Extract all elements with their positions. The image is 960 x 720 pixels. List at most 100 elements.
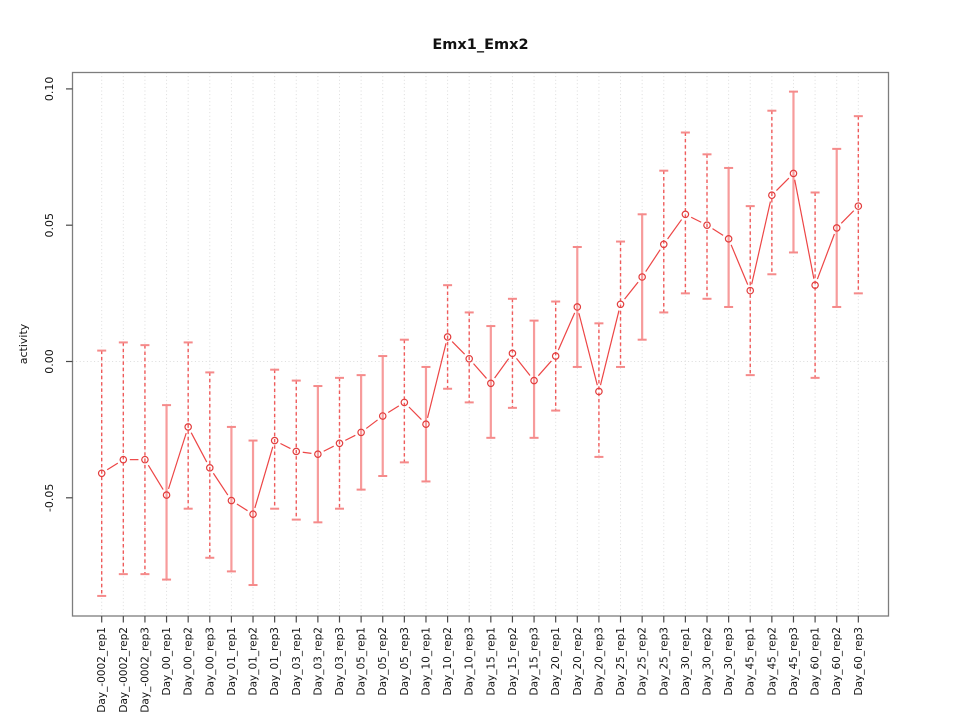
series-segment [776, 177, 790, 192]
series-segment [451, 341, 466, 355]
data-point [184, 423, 192, 431]
x-tick-label: Day_10_rep3 [464, 627, 476, 696]
x-tick-label: Day_15_rep3 [529, 627, 541, 696]
series-segment [345, 434, 356, 441]
series-segment [408, 406, 422, 421]
series-segment [667, 219, 683, 240]
data-point [443, 333, 452, 341]
data-point [292, 447, 301, 456]
x-axis: Day_-0002_rep1 Day_-0002_rep2 Day_-0002_re… [96, 616, 865, 713]
data-point [249, 510, 257, 518]
data-point [616, 300, 625, 309]
data-point [811, 281, 819, 289]
data-point [573, 303, 582, 311]
x-tick-label: Day_20_rep1 [550, 627, 562, 696]
data-point [422, 420, 430, 428]
x-tick-label: Day_-0002_rep1 [96, 627, 108, 713]
series-segment [645, 249, 661, 272]
data-point [595, 387, 603, 396]
x-tick-label: Day_01_rep1 [226, 627, 238, 696]
series-segment [516, 358, 531, 376]
data-point [789, 169, 798, 178]
series-segment [494, 358, 510, 379]
series-segment [690, 216, 702, 223]
series-segment [212, 472, 229, 496]
gridlines [72, 72, 889, 616]
x-tick-label: Day_15_rep1 [485, 627, 497, 696]
x-tick-label: Day_-0002_rep2 [118, 627, 130, 713]
series-segment [816, 233, 835, 280]
series-segment [365, 419, 378, 429]
data-points [97, 169, 863, 518]
series-segment [537, 360, 552, 377]
y-axis: 0.10 0.05 0.00 -0.05 [43, 77, 73, 512]
x-tick-label: Day_30_rep1 [680, 627, 692, 696]
x-tick-label: Day_-0002_rep3 [139, 627, 151, 713]
x-tick-label: Day_45_rep3 [788, 627, 800, 696]
plot-border [71, 71, 890, 617]
series-segment [578, 313, 598, 386]
x-tick-label: Day_30_rep3 [723, 627, 735, 696]
x-tick-label: Day_15_rep2 [507, 627, 519, 696]
data-point [227, 496, 236, 505]
x-tick-label: Day_05_rep1 [356, 627, 368, 696]
series-segment [473, 363, 487, 379]
series-segment [147, 464, 164, 490]
x-tick-label: Day_25_rep2 [637, 627, 649, 696]
x-tick-label: Day_03_rep1 [291, 627, 303, 696]
data-point [205, 464, 214, 472]
data-point [270, 436, 279, 445]
series-segment [323, 445, 334, 452]
x-tick-label: Day_00_rep3 [204, 627, 216, 696]
x-tick-label: Day_03_rep2 [312, 627, 324, 696]
data-point [335, 439, 344, 448]
series-line [106, 177, 855, 512]
y-axis-label: activity [17, 323, 30, 364]
series-segment [840, 210, 855, 224]
series-segment [794, 179, 815, 279]
x-tick-label: Day_45_rep2 [766, 627, 778, 696]
data-point [400, 398, 409, 407]
data-point [768, 191, 776, 200]
x-tick-label: Day_05_rep2 [377, 627, 389, 696]
series-segment [190, 432, 208, 463]
x-tick-label: Day_00_rep1 [161, 627, 173, 696]
series-segment [167, 432, 187, 490]
x-tick-label: Day_60_rep2 [831, 627, 843, 696]
data-point [703, 221, 711, 230]
x-tick-label: Day_03_rep3 [334, 627, 346, 696]
x-tick-label: Day_60_rep3 [853, 627, 865, 696]
series-segment [236, 503, 248, 512]
data-point [162, 491, 171, 499]
series-segment [557, 312, 576, 351]
y-tick-label: 0.00 [43, 349, 56, 374]
x-tick-label: Day_20_rep2 [572, 627, 584, 696]
data-point [681, 210, 690, 219]
data-point [638, 273, 646, 281]
x-tick-label: Day_10_rep2 [442, 627, 454, 696]
x-tick-label: Day_25_rep1 [615, 627, 627, 696]
data-point [487, 379, 495, 388]
x-tick-label: Day_10_rep1 [420, 627, 432, 696]
data-point [508, 349, 517, 358]
data-point [530, 376, 538, 385]
series-segment [280, 442, 291, 450]
series-segment [302, 451, 312, 454]
x-tick-label: Day_25_rep3 [658, 627, 670, 696]
data-point [746, 286, 755, 295]
series-segment [624, 281, 639, 300]
error-bars [97, 90, 863, 597]
y-tick-label: -0.05 [43, 484, 56, 512]
x-tick-label: Day_45_rep1 [745, 627, 757, 696]
series-segment [599, 310, 620, 386]
series-segment [751, 201, 772, 285]
data-point [465, 354, 474, 363]
x-tick-label: Day_01_rep3 [269, 627, 281, 696]
y-tick-label: 0.05 [43, 213, 56, 238]
data-point [119, 455, 128, 464]
data-point [141, 455, 149, 464]
series-segment [426, 343, 447, 419]
x-tick-label: Day_01_rep2 [248, 627, 260, 696]
